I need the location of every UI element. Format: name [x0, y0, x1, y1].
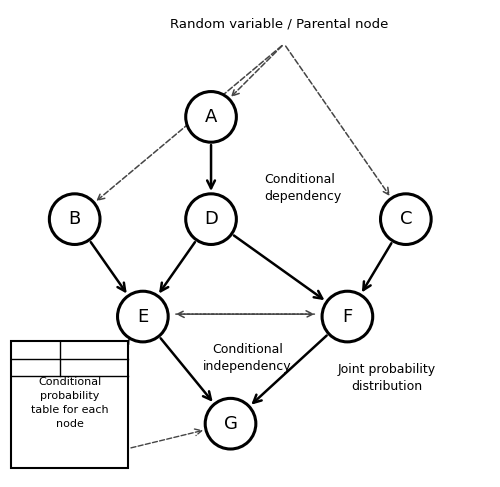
Circle shape	[50, 194, 100, 244]
FancyArrowPatch shape	[176, 311, 312, 318]
Circle shape	[186, 92, 236, 142]
FancyArrowPatch shape	[364, 243, 392, 290]
Circle shape	[380, 194, 431, 244]
FancyArrowPatch shape	[160, 338, 211, 400]
FancyArrowPatch shape	[98, 46, 282, 200]
Circle shape	[118, 291, 168, 342]
Text: B: B	[68, 210, 81, 228]
Circle shape	[205, 398, 256, 449]
FancyArrowPatch shape	[178, 311, 314, 318]
Text: Conditional
independency: Conditional independency	[204, 343, 292, 374]
FancyArrowPatch shape	[91, 242, 125, 291]
FancyArrowPatch shape	[232, 46, 282, 96]
FancyArrowPatch shape	[286, 46, 389, 195]
Circle shape	[322, 291, 372, 342]
Text: Joint probability
distribution: Joint probability distribution	[338, 363, 436, 393]
FancyArrowPatch shape	[131, 429, 202, 448]
Text: A: A	[205, 108, 217, 126]
Text: E: E	[137, 308, 148, 325]
Bar	[12, 341, 128, 468]
FancyArrowPatch shape	[254, 336, 326, 403]
Text: Conditional
dependency: Conditional dependency	[264, 173, 342, 203]
Text: F: F	[342, 308, 352, 325]
Text: Random variable / Parental node: Random variable / Parental node	[170, 17, 388, 30]
FancyArrowPatch shape	[122, 338, 130, 347]
FancyArrowPatch shape	[207, 145, 215, 188]
FancyArrowPatch shape	[160, 242, 195, 291]
FancyArrowPatch shape	[234, 236, 322, 299]
Circle shape	[186, 194, 236, 244]
Text: G: G	[224, 415, 237, 432]
Text: C: C	[400, 210, 412, 228]
Text: D: D	[204, 210, 218, 228]
Text: Conditional
probability
table for each
node: Conditional probability table for each n…	[31, 377, 108, 429]
